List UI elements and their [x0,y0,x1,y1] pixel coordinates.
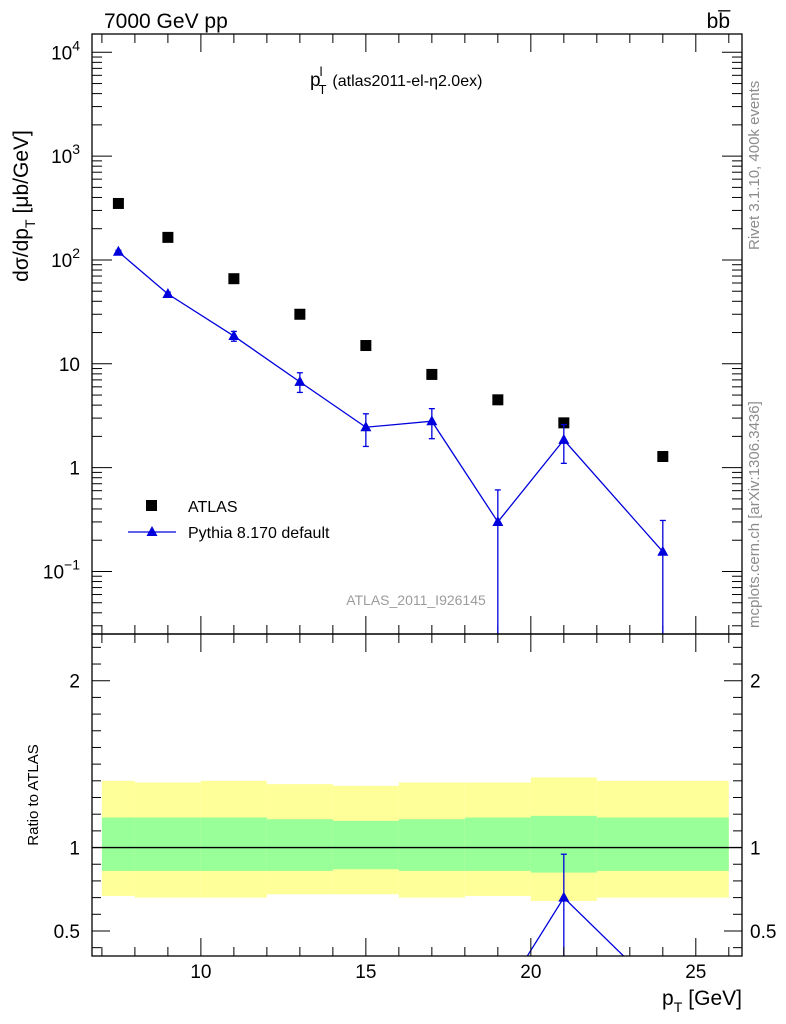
ratio-data [492,853,625,1007]
x-tick-label: 10 [190,962,211,983]
main-panel-frame [91,33,743,635]
main-panel: 10−1 1 10 102 103 104 pl T (atlas2011-el-η2.0ex… [10,33,743,635]
uncertainty-band-inner [398,819,465,871]
legend-atlas-label: ATLAS [188,499,238,516]
ratio-tick-labels: 0.5 0.5 1 1 2 2 10 15 20 25 [54,672,777,983]
mcplots-label: mcplots.cern.ch [arXiv:1306.3436] [746,401,763,628]
pythia-point [162,288,174,299]
ratio-y-tick-label-left: 2 [69,672,80,693]
watermark: ATLAS_2011_I926145 [346,592,486,608]
energy-label: 7000 GeV pp [104,10,228,33]
pythia-point [228,330,240,341]
main-data [112,197,669,634]
pythia-point [492,515,504,526]
x-tick-label: 20 [520,962,541,983]
ratio-point [492,997,503,1007]
ratio-y-axis-label: Ratio to ATLAS [25,744,42,845]
rivet-label: Rivet 3.1.10, 400k events [746,81,763,250]
atlas-point [294,308,306,320]
pythia-point [426,415,438,426]
x-tick-label: 25 [685,962,706,983]
legend-pythia-marker [146,526,158,536]
atlas-point [360,340,372,352]
x-axis-label: pT [GeV] [662,987,742,1015]
y-tick-label: 10 [59,355,80,376]
ratio-point [558,891,570,902]
pythia-point [558,433,570,444]
pythia-point [112,245,124,256]
atlas-point [492,394,504,406]
ratio-panel: 0.5 0.5 1 1 2 2 10 15 20 25 Ratio to ATLAS pT [GeV… [25,633,777,1015]
uncertainty-band-inner [266,819,333,871]
pythia-point [360,421,372,432]
legend: ATLAS Pythia 8.170 default [128,499,330,542]
atlas-point [657,451,669,463]
pythia-point [657,545,669,556]
main-y-tick-labels: 10−1 1 10 102 103 104 [43,37,80,583]
y-tick-label: 10−1 [43,556,80,583]
legend-pythia-label: Pythia 8.170 default [188,525,330,542]
pythia-point [294,375,306,386]
ratio-panel-ticks [92,634,742,956]
y-tick-label: 102 [51,245,80,272]
ratio-bands [92,777,742,901]
atlas-point [162,231,174,243]
y-tick-label: 1 [69,459,80,480]
y-axis-label: dσ/dpT[μb/GeV] [10,130,38,282]
atlas-point [112,197,124,209]
atlas-point [558,417,570,429]
legend-atlas-marker [146,500,157,511]
uncertainty-band-inner [464,817,531,871]
atlas-point [426,368,438,380]
ratio-y-tick-label-right: 2 [750,672,761,693]
uncertainty-band-inner [596,817,729,871]
ratio-y-tick-label-right: 1 [750,839,761,860]
process-label: bb̅ [707,10,732,33]
x-tick-label: 15 [355,962,376,983]
main-panel-ticks [92,34,742,634]
y-tick-label: 104 [51,37,80,64]
atlas-point [228,273,240,285]
uncertainty-band-inner [101,817,135,871]
ratio-panel-frame [91,633,743,957]
uncertainty-band-inner [134,817,201,871]
plot-title: pl T (atlas2011-el-η2.0ex) [310,64,482,97]
uncertainty-band-inner [200,817,267,871]
y-tick-label: 103 [51,141,80,168]
ratio-y-tick-label-right: 0.5 [750,922,776,943]
ratio-y-tick-label-left: 0.5 [54,922,80,943]
ratio-line [526,896,625,956]
uncertainty-band-inner [332,820,399,870]
ratio-y-tick-label-left: 1 [69,839,80,860]
